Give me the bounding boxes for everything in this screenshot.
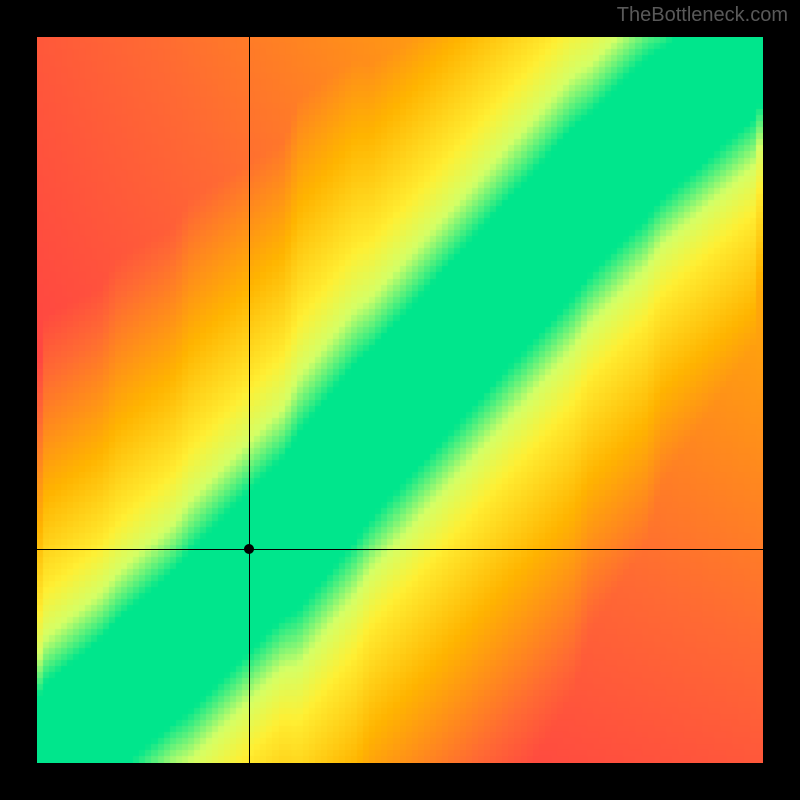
heatmap-plot [37,37,763,763]
crosshair-marker [244,544,254,554]
crosshair-vertical [249,37,250,763]
watermark-text: TheBottleneck.com [617,4,788,27]
crosshair-horizontal [37,549,763,550]
heatmap-canvas [37,37,763,763]
